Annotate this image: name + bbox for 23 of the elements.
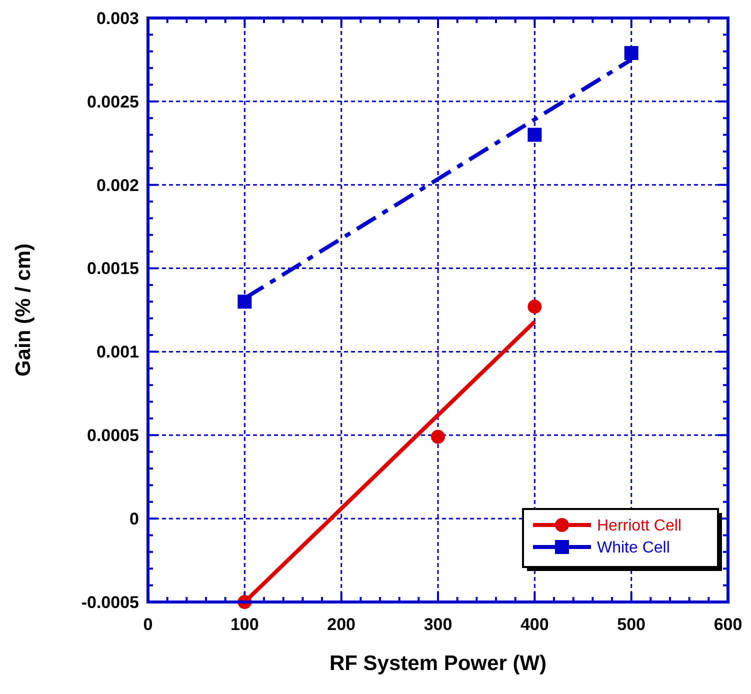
point <box>431 430 445 444</box>
point <box>624 46 638 60</box>
x-tick-label: 200 <box>327 615 356 634</box>
y-tick-label: 0.002 <box>96 176 139 195</box>
x-tick-label: 500 <box>617 615 646 634</box>
y-axis-title: Gain (% / cm) <box>12 243 35 377</box>
legend-label: White Cell <box>597 540 670 557</box>
y-tick-label: 0.0025 <box>87 92 139 112</box>
y-tick-label: 0 <box>130 510 139 529</box>
y-tick-label: 0.003 <box>96 8 139 28</box>
point <box>528 300 542 314</box>
y-tick-label: 0.0005 <box>87 426 139 446</box>
x-tick-label: 100 <box>230 615 259 634</box>
point <box>528 128 542 142</box>
x-tick-label: 600 <box>714 615 742 634</box>
x-tick-label: 400 <box>520 615 549 634</box>
legend-label: Herriott Cell <box>597 518 682 535</box>
x-tick-label: 0 <box>143 615 153 634</box>
y-tick-label: 0.001 <box>96 342 139 362</box>
x-tick-label: 300 <box>424 615 452 634</box>
y-tick-label: 0.0015 <box>87 259 139 278</box>
y-tick-label: -0.0005 <box>81 592 139 612</box>
x-axis-title: RF System Power (W) <box>329 652 547 675</box>
